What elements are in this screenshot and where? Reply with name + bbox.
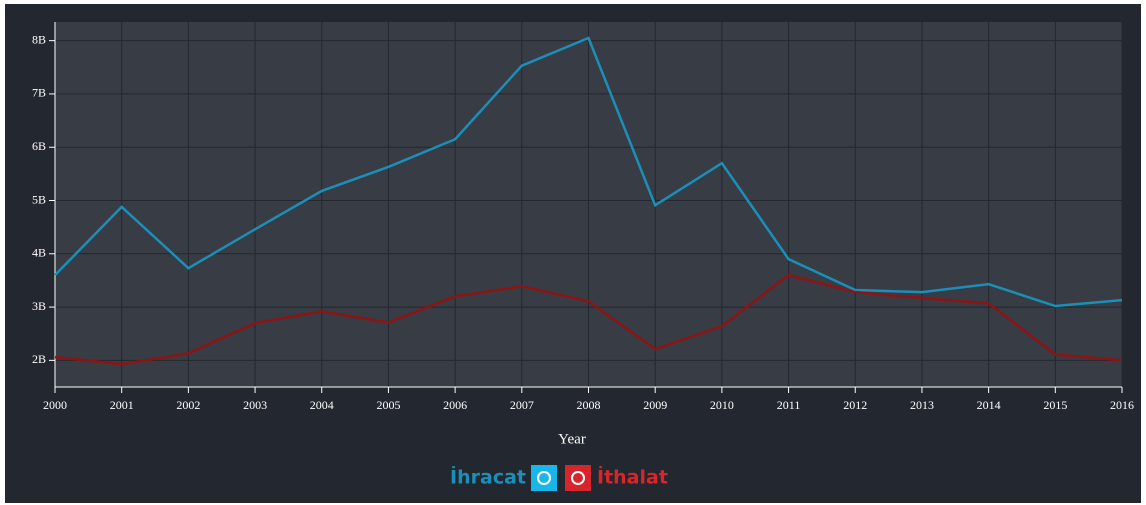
y-tick-label: 6B (32, 139, 46, 153)
legend-icon (531, 465, 557, 491)
x-tick-label: 2001 (110, 398, 134, 412)
x-tick-label: 2014 (977, 398, 1001, 412)
legend-icon (565, 465, 591, 491)
legend-label: İthalat (597, 465, 668, 489)
x-tick-label: 2006 (443, 398, 467, 412)
x-tick-label: 2012 (843, 398, 867, 412)
x-tick-label: 2005 (376, 398, 400, 412)
x-axis-label: Year (558, 431, 586, 447)
y-tick-label: 2B (32, 352, 46, 366)
series-line (54, 36, 1123, 308)
x-tick-label: 2015 (1043, 398, 1067, 412)
legend: İhracat İthalat (450, 465, 668, 491)
x-tick-label: 2002 (176, 398, 200, 412)
legend-label: İhracat (450, 465, 526, 489)
x-tick-label: 2016 (1110, 398, 1134, 412)
x-tick-label: 2008 (577, 398, 601, 412)
x-tick-label: 2011 (777, 398, 801, 412)
series-line (54, 273, 1123, 366)
y-tick-label: 7B (32, 86, 46, 100)
y-tick-label: 4B (32, 246, 46, 260)
grid (54, 22, 1123, 387)
x-tick-label: 2004 (310, 398, 334, 412)
x-tick-label: 2009 (643, 398, 667, 412)
y-tick-label: 5B (32, 192, 46, 206)
x-tick-label: 2010 (710, 398, 734, 412)
legend-icon-glyph (571, 471, 585, 485)
x-tick-label: 2013 (910, 398, 934, 412)
x-tick-label: 2003 (243, 398, 267, 412)
y-tick-label: 8B (32, 32, 46, 46)
x-tick-label: 2007 (510, 398, 534, 412)
y-tick-label: 3B (32, 299, 46, 313)
legend-icon-glyph (537, 471, 551, 485)
x-tick-label: 2000 (43, 398, 67, 412)
